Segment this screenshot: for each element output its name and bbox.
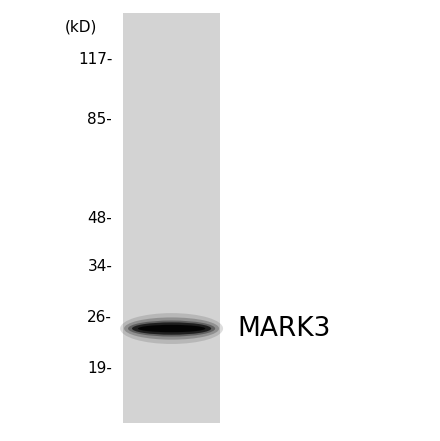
Text: 19-: 19- bbox=[87, 361, 112, 376]
Text: (kD): (kD) bbox=[64, 20, 97, 35]
Bar bbox=[123, 13, 220, 423]
Text: 34-: 34- bbox=[87, 259, 112, 274]
Ellipse shape bbox=[128, 321, 215, 336]
Text: 48-: 48- bbox=[88, 211, 112, 226]
Text: 117-: 117- bbox=[78, 52, 112, 67]
Ellipse shape bbox=[120, 313, 223, 344]
Ellipse shape bbox=[124, 318, 219, 340]
Text: 85-: 85- bbox=[88, 112, 112, 127]
Text: MARK3: MARK3 bbox=[238, 316, 331, 341]
Text: 26-: 26- bbox=[87, 310, 112, 325]
Ellipse shape bbox=[132, 322, 211, 335]
Ellipse shape bbox=[138, 325, 205, 332]
